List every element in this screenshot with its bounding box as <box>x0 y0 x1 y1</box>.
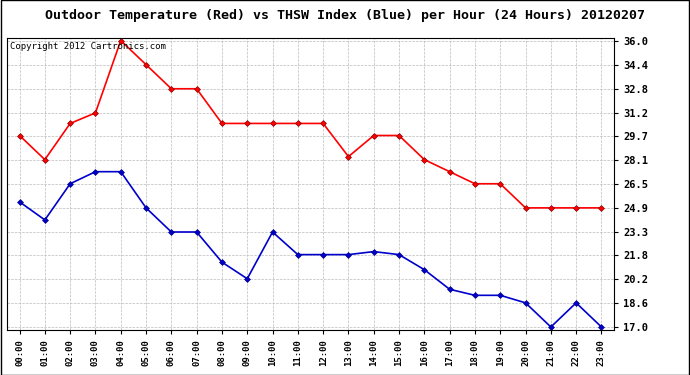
Text: Copyright 2012 Cartronics.com: Copyright 2012 Cartronics.com <box>10 42 166 51</box>
Text: Outdoor Temperature (Red) vs THSW Index (Blue) per Hour (24 Hours) 20120207: Outdoor Temperature (Red) vs THSW Index … <box>45 9 645 22</box>
